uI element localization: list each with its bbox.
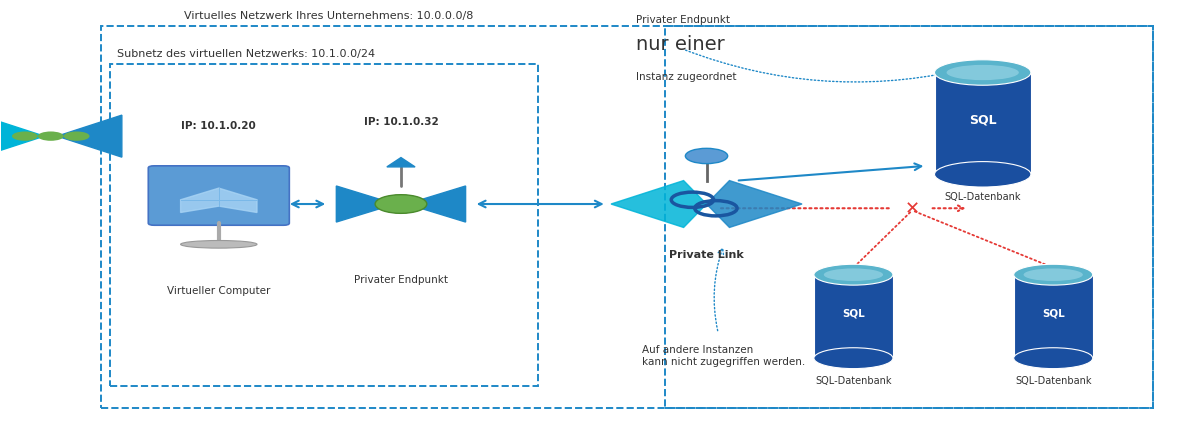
Ellipse shape: [1014, 348, 1093, 369]
Ellipse shape: [823, 269, 884, 281]
Text: IP: 10.1.0.32: IP: 10.1.0.32: [364, 116, 438, 126]
Text: Privater Endpunkt: Privater Endpunkt: [636, 14, 730, 25]
Circle shape: [686, 149, 728, 164]
Circle shape: [12, 132, 38, 141]
Text: SQL-Datenbank: SQL-Datenbank: [1015, 375, 1092, 385]
Text: SQL: SQL: [1041, 308, 1065, 318]
Bar: [101, 27, 1153, 408]
Text: SQL: SQL: [842, 308, 865, 318]
Text: Instanz zugeordnet: Instanz zugeordnet: [636, 72, 736, 82]
Bar: [110, 65, 538, 386]
Polygon shape: [386, 158, 415, 167]
Ellipse shape: [1024, 269, 1083, 281]
Text: IP: 10.1.0.20: IP: 10.1.0.20: [181, 121, 256, 130]
Ellipse shape: [934, 162, 1031, 187]
Text: Private Link: Private Link: [669, 249, 743, 259]
Text: SQL-Datenbank: SQL-Datenbank: [815, 375, 892, 385]
Polygon shape: [406, 187, 465, 222]
Circle shape: [375, 195, 426, 214]
Polygon shape: [611, 181, 707, 228]
Text: Auf andere Instanzen
kann nicht zugegriffen werden.: Auf andere Instanzen kann nicht zugegrif…: [642, 344, 805, 366]
Ellipse shape: [1014, 265, 1093, 285]
Bar: [814, 275, 893, 358]
Polygon shape: [180, 189, 257, 213]
Ellipse shape: [180, 241, 257, 248]
Text: Virtuelles Netzwerk Ihres Unternehmens: 10.0.0.0/8: Virtuelles Netzwerk Ihres Unternehmens: …: [184, 11, 472, 21]
Text: Virtueller Computer: Virtueller Computer: [167, 285, 271, 295]
Ellipse shape: [934, 60, 1031, 86]
Polygon shape: [337, 187, 395, 222]
Ellipse shape: [814, 265, 893, 285]
Ellipse shape: [947, 66, 1019, 81]
Bar: [666, 27, 1153, 408]
FancyBboxPatch shape: [148, 167, 290, 226]
Circle shape: [38, 132, 64, 141]
Bar: [934, 73, 1031, 175]
Text: nur einer: nur einer: [636, 35, 724, 54]
Text: Privater Endpunkt: Privater Endpunkt: [353, 274, 448, 284]
Bar: [1014, 275, 1093, 358]
Circle shape: [64, 132, 90, 141]
Polygon shape: [707, 181, 802, 228]
Text: Subnetz des virtuellen Netzwerks: 10.1.0.0/24: Subnetz des virtuellen Netzwerks: 10.1.0…: [117, 49, 375, 59]
Polygon shape: [58, 116, 121, 158]
Polygon shape: [0, 116, 45, 158]
Text: SQL-Datenbank: SQL-Datenbank: [945, 192, 1021, 202]
Text: SQL: SQL: [968, 113, 997, 127]
Ellipse shape: [814, 348, 893, 369]
Text: ✕: ✕: [905, 200, 920, 218]
